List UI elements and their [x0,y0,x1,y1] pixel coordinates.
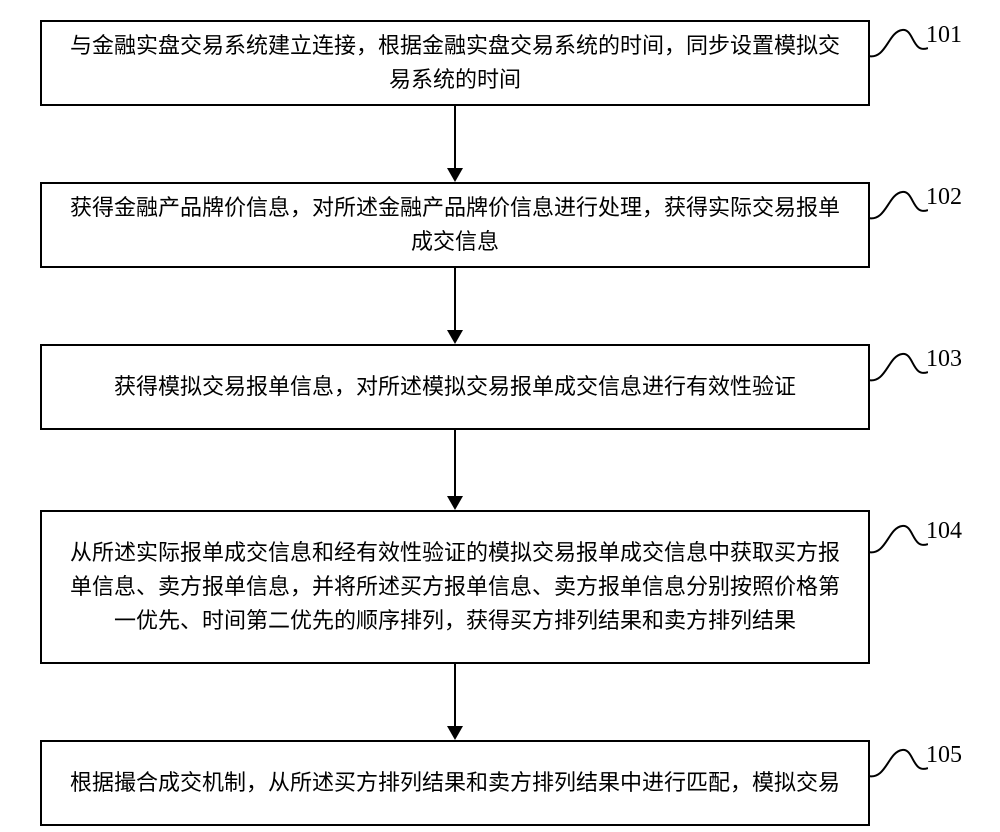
arrow-head-icon [447,726,463,740]
connector-curve-103 [868,350,928,386]
step-box-104: 从所述实际报单成交信息和经有效性验证的模拟交易报单成交信息中获取买方报单信息、卖… [40,510,870,664]
step-text: 根据撮合成交机制，从所述买方排列结果和卖方排列结果中进行匹配，模拟交易 [70,766,840,800]
connector-curve-101 [868,26,928,62]
arrow-102-103 [447,268,463,344]
arrow-104-105 [447,664,463,740]
arrow-line [454,430,456,496]
step-text: 获得模拟交易报单信息，对所述模拟交易报单成交信息进行有效性验证 [114,370,796,404]
connector-curve-105 [868,746,928,782]
step-text: 与金融实盘交易系统建立连接，根据金融实盘交易系统的时间，同步设置模拟交易系统的时… [62,29,848,97]
arrow-line [454,106,456,168]
connector-curve-102 [868,188,928,224]
step-label-105: 105 [926,742,962,769]
step-label-101: 101 [926,22,962,49]
arrow-head-icon [447,496,463,510]
arrow-line [454,268,456,330]
step-label-102: 102 [926,184,962,211]
step-text: 从所述实际报单成交信息和经有效性验证的模拟交易报单成交信息中获取买方报单信息、卖… [62,536,848,638]
arrow-101-102 [447,106,463,182]
step-label-103: 103 [926,346,962,373]
step-text: 获得金融产品牌价信息，对所述金融产品牌价信息进行处理，获得实际交易报单成交信息 [62,191,848,259]
arrow-103-104 [447,430,463,510]
arrow-head-icon [447,168,463,182]
arrow-line [454,664,456,726]
step-label-104: 104 [926,518,962,545]
step-box-102: 获得金融产品牌价信息，对所述金融产品牌价信息进行处理，获得实际交易报单成交信息 [40,182,870,268]
connector-curve-104 [868,522,928,558]
step-box-101: 与金融实盘交易系统建立连接，根据金融实盘交易系统的时间，同步设置模拟交易系统的时… [40,20,870,106]
step-box-103: 获得模拟交易报单信息，对所述模拟交易报单成交信息进行有效性验证 [40,344,870,430]
arrow-head-icon [447,330,463,344]
step-box-105: 根据撮合成交机制，从所述买方排列结果和卖方排列结果中进行匹配，模拟交易 [40,740,870,826]
